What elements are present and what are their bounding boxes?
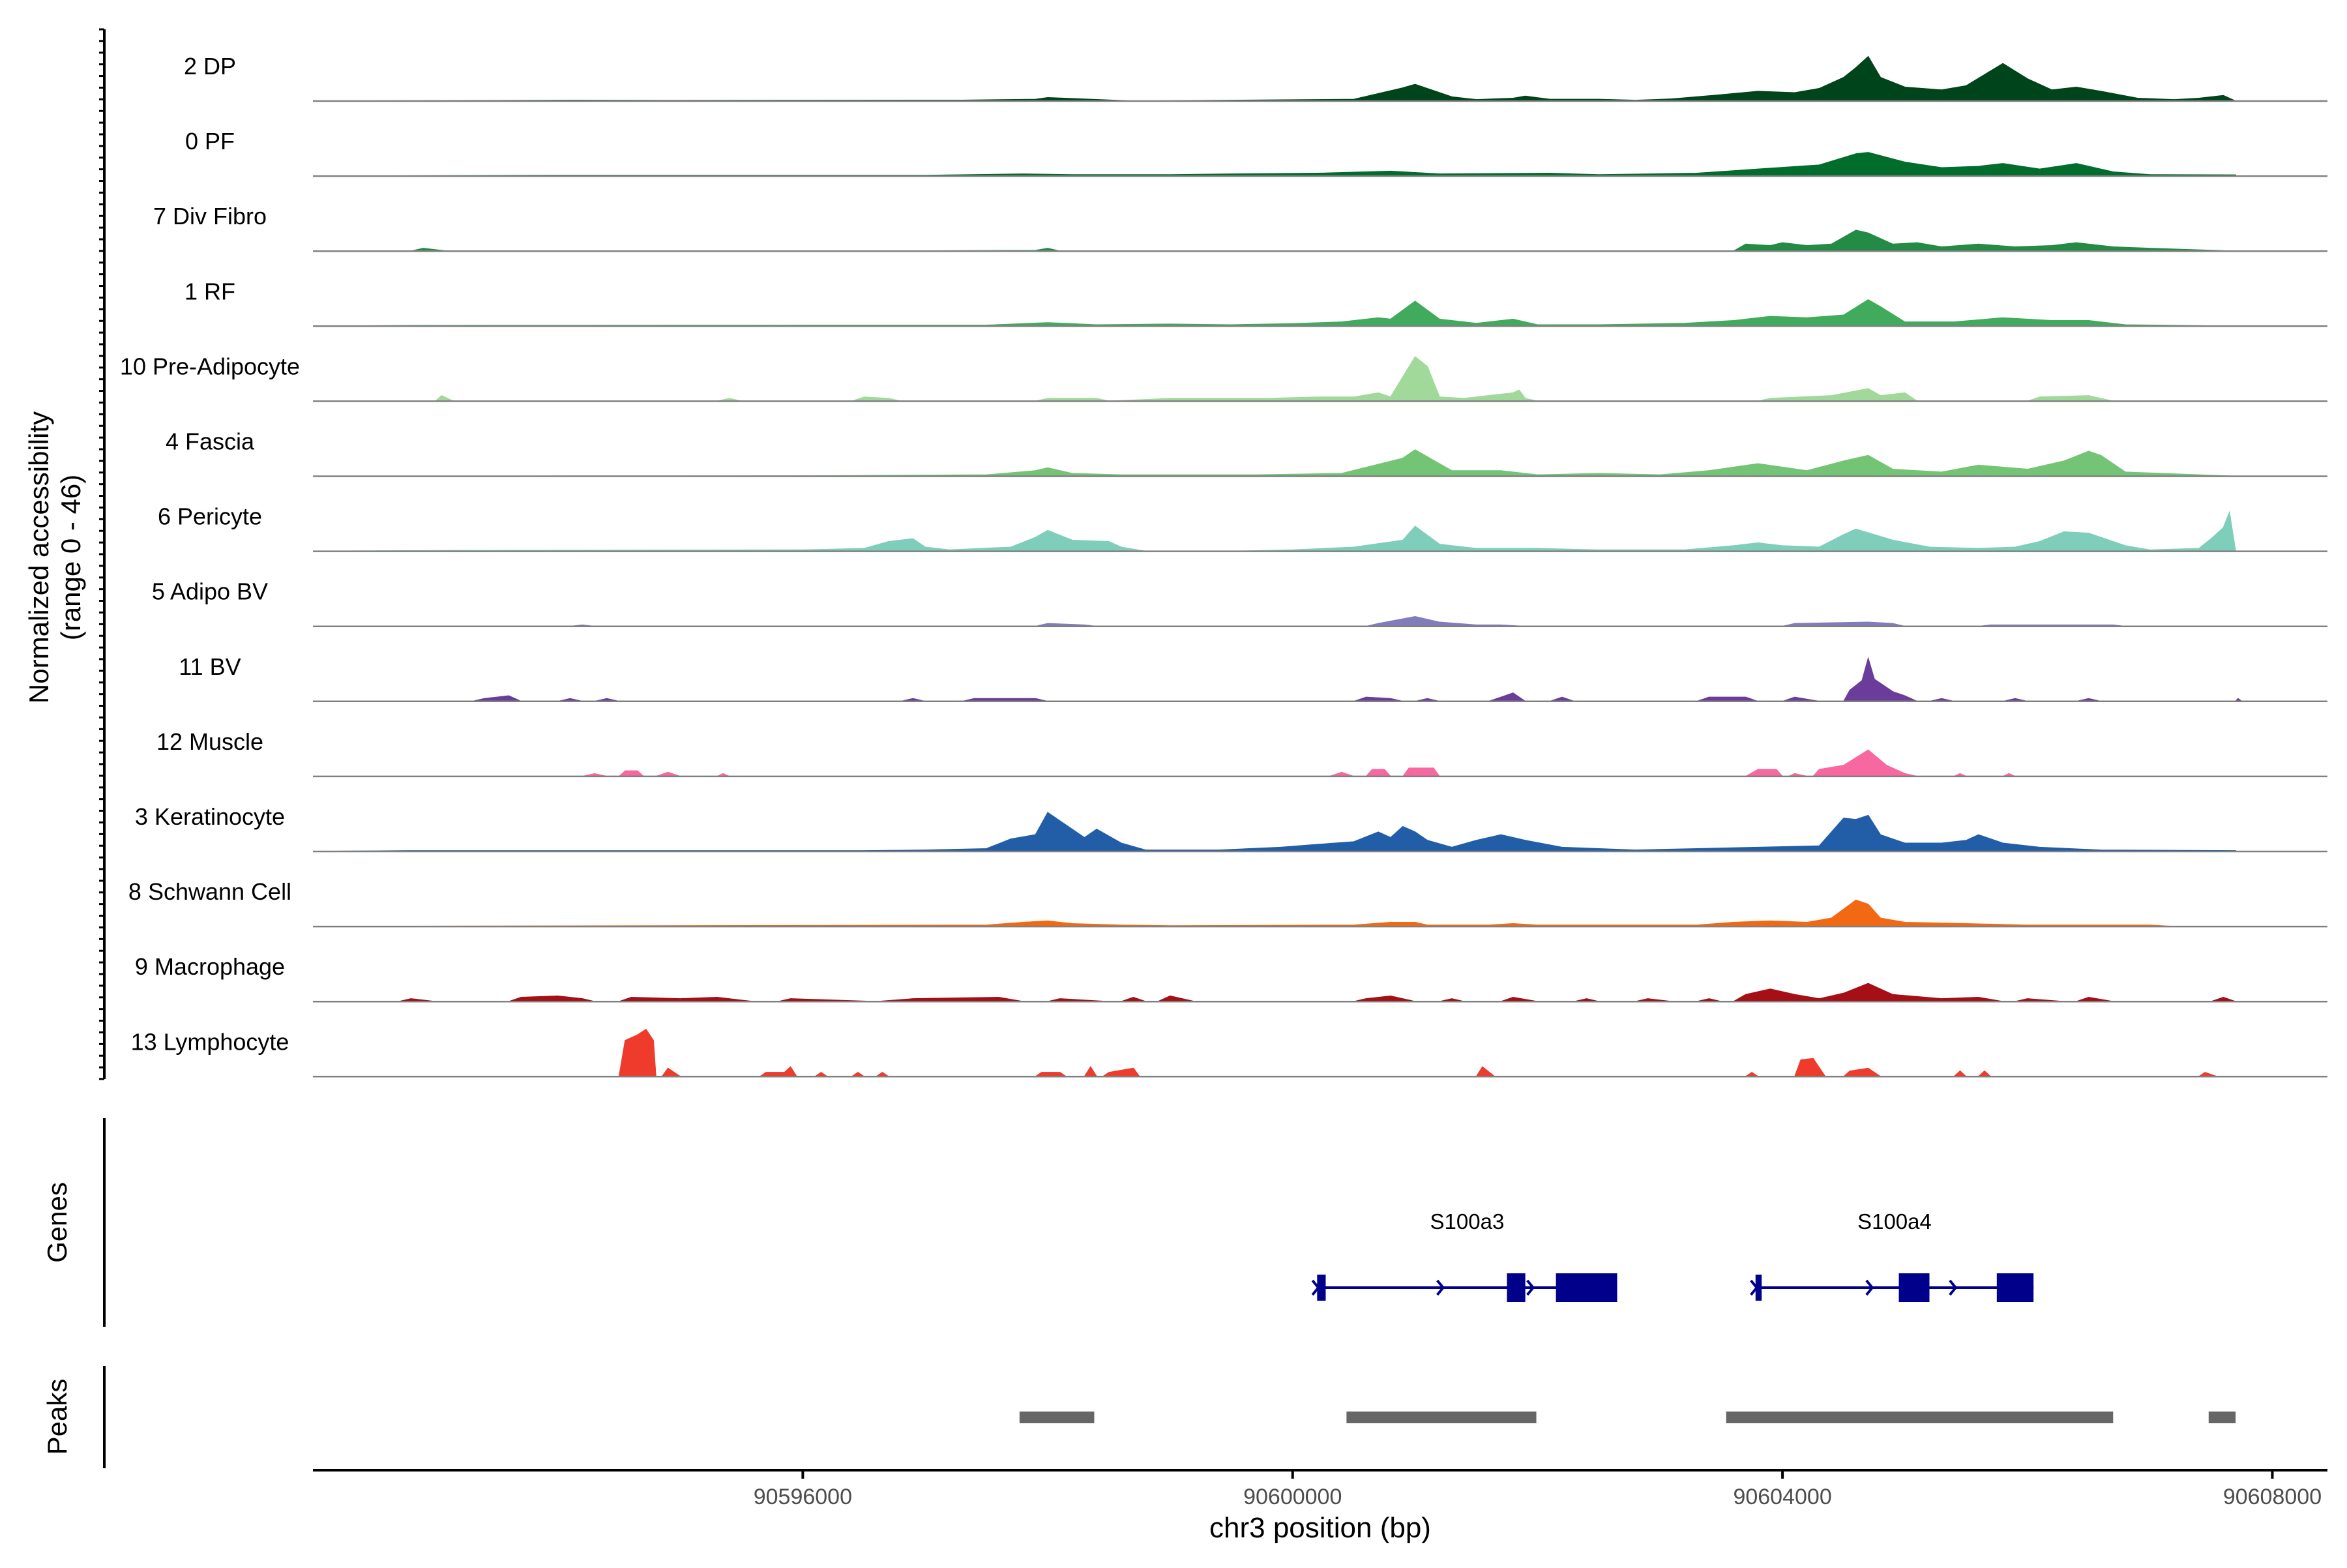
- gene-exon: [1507, 1273, 1526, 1302]
- track-label: 0 PF: [185, 128, 235, 155]
- gene-exon: [1556, 1273, 1617, 1302]
- genes-panel-label: Genes: [42, 1182, 72, 1263]
- peak-bar: [1346, 1412, 1537, 1423]
- gene-annotation-track: S100a3 S100a4: [1311, 1209, 2034, 1302]
- track-area: [312, 899, 2175, 927]
- track-label: 4 Fascia: [166, 428, 255, 455]
- track-11: 3 Keratinocyte: [135, 803, 2327, 853]
- gene-exon: [1996, 1273, 2034, 1302]
- track-area: [313, 983, 2236, 1002]
- x-tick-label: 90600000: [1243, 1485, 1342, 1509]
- x-tick-label: 90596000: [754, 1485, 852, 1509]
- track-area: [313, 616, 2126, 627]
- peak-bar: [1019, 1412, 1095, 1423]
- track-5: 10 Pre-Adipocyte: [120, 353, 2327, 402]
- track-1: 2 DP: [184, 53, 2327, 102]
- track-13: 9 Macrophage: [135, 953, 2327, 1003]
- gene-exon: [1898, 1273, 1930, 1302]
- accessibility-tracks: 2 DP 0 PF 7 Div Fibro 1 RF 10 Pre-Adipocyte 4…: [120, 53, 2327, 1078]
- x-tick-label: 90604000: [1733, 1485, 1831, 1509]
- x-axis-ticks: 90596000 90600000 90604000 90608000: [754, 1470, 2322, 1509]
- track-7: 6 Pericyte: [158, 503, 2327, 552]
- track-label: 1 RF: [185, 278, 235, 304]
- gene-S100a3: S100a3: [1311, 1209, 1617, 1302]
- track-area: [312, 55, 2236, 102]
- gene-label: S100a4: [1857, 1209, 1932, 1234]
- track-4: 1 RF: [185, 278, 2327, 327]
- track-label: 7 Div Fibro: [153, 203, 267, 229]
- track-6: 4 Fascia: [166, 428, 2327, 477]
- track-area: [313, 749, 2016, 777]
- track-area: [313, 1028, 2218, 1078]
- peak-bar: [1726, 1412, 2114, 1423]
- gene-exon: [1317, 1275, 1326, 1301]
- track-label: 2 DP: [184, 53, 236, 80]
- track-label: 13 Lymphocyte: [131, 1028, 289, 1055]
- x-axis-title: chr3 position (bp): [1209, 1512, 1431, 1544]
- track-label: 9 Macrophage: [135, 953, 285, 980]
- strand-arrow: [1865, 1279, 1874, 1296]
- gene-exon: [1755, 1275, 1762, 1301]
- y-axis-ticks: [99, 28, 104, 1080]
- track-2: 0 PF: [185, 128, 2327, 177]
- y-axis-label-line1: Normalized accessibility: [23, 411, 54, 703]
- y-axis-label-line2: (range 0 - 46): [55, 475, 86, 640]
- peak-bar: [2208, 1412, 2236, 1423]
- track-area: [312, 812, 2236, 852]
- strand-arrow: [1526, 1279, 1535, 1296]
- track-8: 5 Adipo BV: [152, 578, 2327, 627]
- peaks-panel-label: Peaks: [42, 1379, 72, 1455]
- track-10: 12 Muscle: [156, 728, 2327, 778]
- gene-S100a4: S100a4: [1750, 1209, 2034, 1302]
- track-label: 3 Keratinocyte: [135, 803, 285, 830]
- track-label: 6 Pericyte: [158, 503, 262, 530]
- strand-arrow: [1436, 1279, 1445, 1296]
- track-area: [313, 356, 2114, 402]
- gene-label: S100a3: [1430, 1209, 1505, 1234]
- track-area: [312, 299, 2236, 327]
- track-label: 8 Schwann Cell: [128, 878, 291, 905]
- track-12: 8 Schwann Cell: [128, 878, 2327, 928]
- track-label: 12 Muscle: [156, 728, 263, 755]
- y-axis-title: Normalized accessibility (range 0 - 46): [23, 411, 86, 703]
- track-label: 10 Pre-Adipocyte: [120, 353, 300, 379]
- strand-arrow: [1949, 1279, 1958, 1296]
- track-14: 13 Lymphocyte: [131, 1028, 2327, 1078]
- track-area: [312, 152, 2236, 177]
- track-area: [313, 657, 2243, 702]
- track-area: [313, 229, 2236, 252]
- track-label: 11 BV: [179, 653, 241, 680]
- peak-track: [1019, 1412, 2236, 1423]
- track-9: 11 BV: [179, 653, 2327, 703]
- track-area: [312, 510, 2236, 552]
- track-label: 5 Adipo BV: [152, 578, 268, 605]
- x-tick-label: 90608000: [2223, 1485, 2322, 1509]
- track-area: [312, 449, 2236, 477]
- track-3: 7 Div Fibro: [153, 203, 2327, 252]
